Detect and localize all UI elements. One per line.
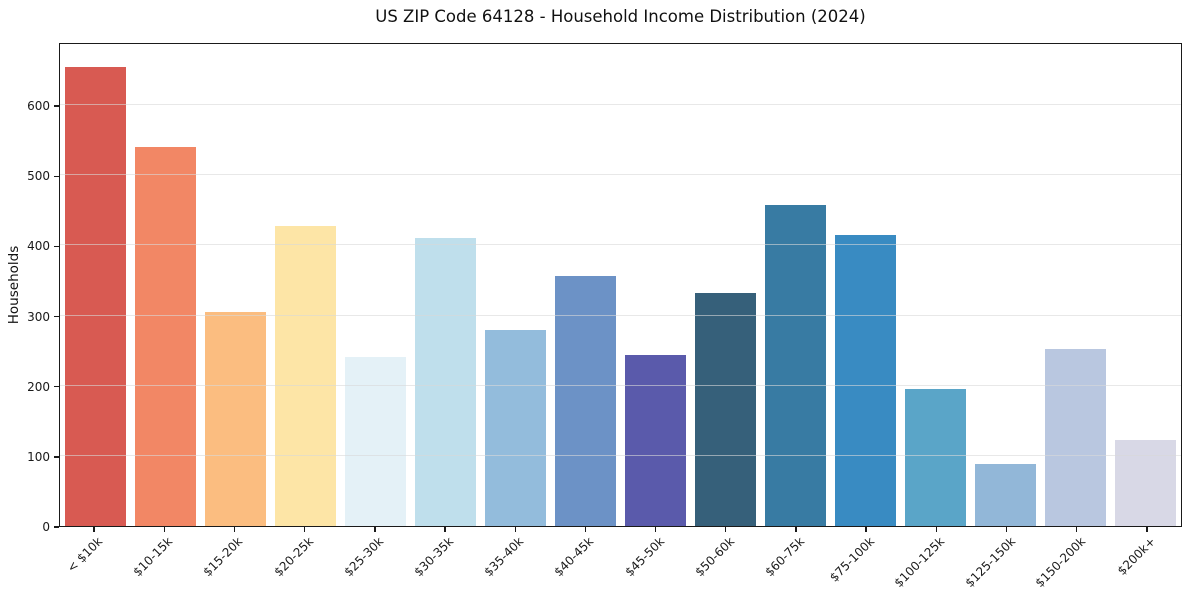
x-tick bbox=[374, 527, 376, 532]
x-tick bbox=[233, 527, 236, 532]
bar-slot bbox=[971, 44, 1041, 526]
grid-line bbox=[60, 244, 1181, 246]
bar-slot bbox=[901, 44, 971, 526]
bar-$60-75k bbox=[765, 205, 827, 526]
plot-area bbox=[59, 43, 1182, 527]
bar-$10-15k bbox=[134, 147, 196, 526]
y-tick-label: 500 bbox=[27, 169, 50, 184]
bar-< $10k bbox=[64, 66, 126, 526]
grid-line bbox=[60, 314, 1181, 316]
bar-$100-125k bbox=[905, 388, 967, 526]
y-tick-label: 400 bbox=[27, 239, 50, 254]
bar-$30-35k bbox=[414, 238, 476, 526]
y-tick-label: 200 bbox=[27, 379, 50, 394]
bar-$20-25k bbox=[274, 225, 336, 526]
bar-$45-50k bbox=[625, 354, 686, 526]
y-tick bbox=[54, 245, 59, 248]
x-tick bbox=[1005, 527, 1008, 532]
bar-slot bbox=[621, 44, 691, 526]
bar-slot bbox=[340, 44, 410, 526]
x-tick bbox=[514, 527, 516, 532]
bar-slot bbox=[1041, 44, 1111, 526]
x-tick bbox=[303, 527, 306, 532]
bar-slot bbox=[831, 44, 901, 526]
bar-slot bbox=[60, 44, 130, 526]
y-tick bbox=[54, 175, 59, 177]
x-tick bbox=[163, 527, 165, 532]
x-tick bbox=[725, 527, 727, 532]
y-tick bbox=[54, 105, 59, 107]
bar-$125-150k bbox=[975, 463, 1037, 526]
y-tick-label: 100 bbox=[27, 449, 50, 464]
bar-slot bbox=[480, 44, 550, 526]
x-tick bbox=[1076, 527, 1078, 532]
x-tick bbox=[865, 527, 867, 532]
y-tick-label: 300 bbox=[27, 309, 50, 324]
y-tick-label: 0 bbox=[42, 520, 50, 534]
x-tick bbox=[935, 527, 938, 532]
bar-$35-40k bbox=[484, 329, 546, 526]
x-tick bbox=[93, 527, 95, 532]
y-tick-label: 600 bbox=[27, 99, 50, 114]
bar-slot bbox=[200, 44, 270, 526]
bar-$15-20k bbox=[204, 312, 266, 526]
bar-slot bbox=[130, 44, 200, 526]
bar-slot bbox=[761, 44, 831, 526]
bar-$50-60k bbox=[695, 293, 757, 526]
grid-line bbox=[60, 104, 1181, 106]
bar-$200k+ bbox=[1115, 440, 1177, 526]
y-tick bbox=[54, 526, 59, 528]
bar-slot bbox=[1111, 44, 1181, 526]
bar-$150-200k bbox=[1045, 348, 1107, 526]
bar-slot bbox=[410, 44, 480, 526]
x-tick bbox=[444, 527, 446, 532]
bar-slot bbox=[691, 44, 761, 526]
bars-container bbox=[60, 44, 1181, 526]
grid-line bbox=[60, 384, 1181, 386]
x-tick-label: < $10k bbox=[64, 534, 106, 576]
chart-title: US ZIP Code 64128 - Household Income Dis… bbox=[375, 7, 866, 26]
grid-line bbox=[60, 174, 1181, 176]
x-tick bbox=[795, 527, 797, 532]
grid-line bbox=[60, 454, 1181, 456]
y-tick bbox=[54, 386, 59, 388]
bar-$40-45k bbox=[554, 276, 616, 526]
y-tick bbox=[54, 456, 59, 458]
bar-$25-30k bbox=[344, 356, 406, 526]
bar-slot bbox=[550, 44, 620, 526]
x-tick bbox=[1146, 527, 1148, 532]
x-tick bbox=[654, 527, 657, 532]
bar-$75-100k bbox=[835, 234, 897, 526]
x-tick bbox=[584, 527, 587, 532]
y-tick bbox=[54, 315, 59, 318]
bar-slot bbox=[270, 44, 340, 526]
